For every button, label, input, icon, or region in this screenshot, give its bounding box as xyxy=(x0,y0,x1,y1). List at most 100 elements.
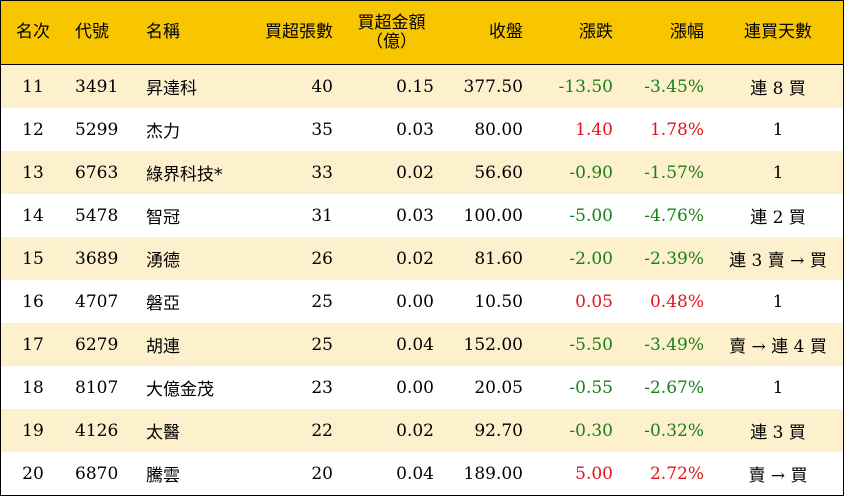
consecutive-days-cell: 賣 → 買 xyxy=(748,466,808,486)
net-buy-lots-cell: 26 xyxy=(311,248,333,269)
change-cell: -13.50 xyxy=(558,76,613,97)
header-rank: 名次 xyxy=(16,22,50,42)
close-price-cell: 92.70 xyxy=(474,420,523,441)
consecutive-days-cell: 賣 → 連 4 買 xyxy=(729,337,827,357)
rank-cell: 15 xyxy=(22,248,44,269)
name-cell: 昇達科 xyxy=(146,79,197,99)
change-cell: -2.00 xyxy=(569,248,613,269)
net-buy-lots-cell: 35 xyxy=(311,119,333,140)
change-pct-cell: -0.32% xyxy=(644,420,704,441)
net-buy-lots-cell: 31 xyxy=(311,205,333,226)
rank-cell: 14 xyxy=(22,205,44,226)
change-pct-cell: -3.45% xyxy=(644,76,704,97)
consecutive-days-cell: 1 xyxy=(772,162,784,183)
header-close: 收盤 xyxy=(489,22,523,42)
header-change: 漲跌 xyxy=(579,22,613,42)
code-cell: 6870 xyxy=(75,463,119,484)
name-cell: 騰雲 xyxy=(146,466,180,486)
table-row: 13 6763 綠界科技* 33 0.02 56.60 -0.90 -1.57% 1 xyxy=(1,151,843,194)
net-buy-amount-cell: 0.02 xyxy=(396,162,434,183)
close-price-cell: 377.50 xyxy=(463,76,523,97)
change-pct-cell: 2.72% xyxy=(649,463,704,484)
net-buy-lots-cell: 40 xyxy=(311,76,333,97)
table-row: 15 3689 湧德 26 0.02 81.60 -2.00 -2.39% 連 3 賣 → 買 xyxy=(1,237,843,280)
name-cell: 智冠 xyxy=(146,208,180,228)
header-net-buy-amount: 買超金額 （億） xyxy=(349,1,434,64)
header-amount-line2: （億） xyxy=(366,31,417,52)
net-buy-amount-cell: 0.03 xyxy=(396,205,434,226)
net-buy-lots-cell: 23 xyxy=(311,377,333,398)
header-name: 名稱 xyxy=(146,22,180,42)
name-cell: 大億金茂 xyxy=(146,380,214,400)
close-price-cell: 81.60 xyxy=(474,248,523,269)
net-buy-amount-cell: 0.00 xyxy=(396,291,434,312)
net-buy-amount-cell: 0.04 xyxy=(396,334,434,355)
name-cell: 太醫 xyxy=(146,423,180,443)
consecutive-days-cell: 連 2 買 xyxy=(750,208,806,228)
change-pct-cell: -2.39% xyxy=(644,248,704,269)
table-row: 19 4126 太醫 22 0.02 92.70 -0.30 -0.32% 連 3 買 xyxy=(1,409,843,452)
change-pct-cell: 0.48% xyxy=(649,291,704,312)
code-cell: 4126 xyxy=(75,420,119,441)
consecutive-days-cell: 連 3 買 xyxy=(750,423,806,443)
table-row: 12 5299 杰力 35 0.03 80.00 1.40 1.78% 1 xyxy=(1,108,843,151)
change-pct-cell: -3.49% xyxy=(644,334,704,355)
net-buy-amount-cell: 0.02 xyxy=(396,420,434,441)
consecutive-days-cell: 連 3 賣 → 買 xyxy=(729,251,827,271)
rank-cell: 11 xyxy=(22,76,44,97)
change-cell: -5.00 xyxy=(569,205,613,226)
change-cell: 0.05 xyxy=(575,291,613,312)
change-cell: -0.30 xyxy=(569,420,613,441)
change-pct-cell: -4.76% xyxy=(644,205,704,226)
change-pct-cell: -2.67% xyxy=(644,377,704,398)
name-cell: 胡連 xyxy=(146,337,180,357)
name-cell: 綠界科技* xyxy=(146,165,223,185)
code-cell: 5478 xyxy=(75,205,119,226)
close-price-cell: 189.00 xyxy=(463,463,523,484)
header-consecutive-days: 連買天數 xyxy=(744,22,812,42)
net-buy-amount-cell: 0.15 xyxy=(396,76,434,97)
header-amount-line1: 買超金額 xyxy=(357,12,426,33)
code-cell: 5299 xyxy=(75,119,119,140)
table-row: 16 4707 磐亞 25 0.00 10.50 0.05 0.48% 1 xyxy=(1,280,843,323)
close-price-cell: 152.00 xyxy=(463,334,523,355)
close-price-cell: 100.00 xyxy=(463,205,523,226)
rank-cell: 17 xyxy=(22,334,44,355)
change-cell: -0.55 xyxy=(569,377,613,398)
rank-cell: 19 xyxy=(22,420,44,441)
net-buy-amount-cell: 0.04 xyxy=(396,463,434,484)
net-buy-lots-cell: 33 xyxy=(311,162,333,183)
net-buy-lots-cell: 25 xyxy=(311,291,333,312)
change-pct-cell: -1.57% xyxy=(644,162,704,183)
header-net-buy-lots: 買超張數 xyxy=(265,22,333,42)
table-row: 18 8107 大億金茂 23 0.00 20.05 -0.55 -2.67% 1 xyxy=(1,366,843,409)
rank-cell: 16 xyxy=(22,291,44,312)
name-cell: 湧德 xyxy=(146,251,180,271)
rank-cell: 20 xyxy=(22,463,44,484)
net-buy-amount-cell: 0.03 xyxy=(396,119,434,140)
consecutive-days-cell: 1 xyxy=(772,377,784,398)
table-row: 14 5478 智冠 31 0.03 100.00 -5.00 -4.76% 連 2 買 xyxy=(1,194,843,237)
net-buy-lots-cell: 25 xyxy=(311,334,333,355)
table-row: 20 6870 騰雲 20 0.04 189.00 5.00 2.72% 賣 → 買 xyxy=(1,452,843,495)
name-cell: 杰力 xyxy=(146,122,180,142)
net-buy-lots-cell: 20 xyxy=(311,463,333,484)
rank-cell: 18 xyxy=(22,377,44,398)
code-cell: 6279 xyxy=(75,334,119,355)
table-row: 17 6279 胡連 25 0.04 152.00 -5.50 -3.49% 賣 → 連 4 買 xyxy=(1,323,843,366)
close-price-cell: 80.00 xyxy=(474,119,523,140)
header-change-pct: 漲幅 xyxy=(670,22,704,42)
table-row: 11 3491 昇達科 40 0.15 377.50 -13.50 -3.45% 連 8 買 xyxy=(1,65,843,108)
rank-cell: 12 xyxy=(22,119,44,140)
code-cell: 3689 xyxy=(75,248,119,269)
net-buy-amount-cell: 0.00 xyxy=(396,377,434,398)
code-cell: 8107 xyxy=(75,377,119,398)
change-cell: -5.50 xyxy=(569,334,613,355)
consecutive-days-cell: 1 xyxy=(772,291,784,312)
header-code: 代號 xyxy=(75,22,109,42)
rank-cell: 13 xyxy=(22,162,44,183)
code-cell: 6763 xyxy=(75,162,119,183)
table-header: 名次 代號 名稱 買超張數 買超金額 （億） 收盤 漲跌 漲幅 連買天數 xyxy=(1,1,843,65)
consecutive-days-cell: 連 8 買 xyxy=(750,79,806,99)
